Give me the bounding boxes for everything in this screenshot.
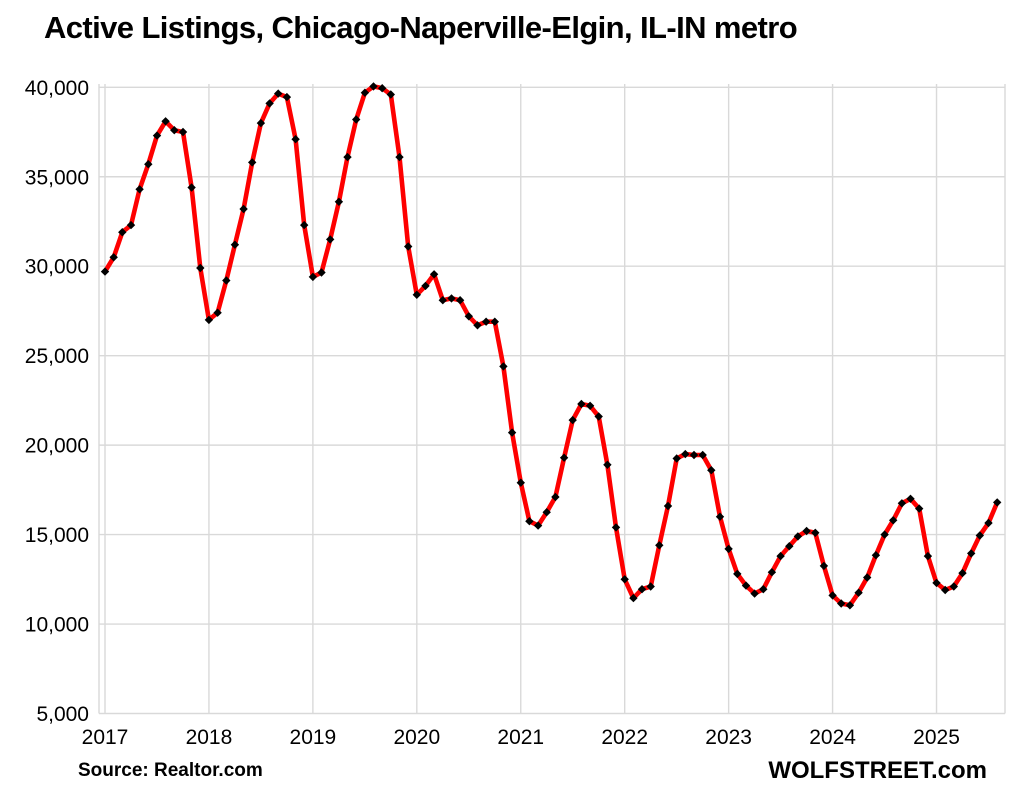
x-tick-label: 2017 — [82, 726, 129, 749]
x-tick-label: 2025 — [913, 726, 960, 749]
x-tick-label: 2019 — [290, 726, 337, 749]
y-tick-label: 10,000 — [25, 614, 89, 637]
data-series — [100, 82, 1002, 610]
x-tick-label: 2023 — [705, 726, 752, 749]
x-tick-label: 2020 — [393, 726, 440, 749]
y-tick-label: 5,000 — [36, 703, 89, 726]
y-tick-label: 20,000 — [25, 435, 89, 458]
brand-wolfstreet: WOLFSTREET.com — [768, 757, 987, 784]
x-tick-label: 2024 — [809, 726, 856, 749]
y-tick-label: 40,000 — [25, 77, 89, 100]
chart-title: Active Listings, Chicago-Naperville-Elgi… — [44, 10, 798, 45]
axis-labels: 40,000 35,000 30,000 25,000 20,000 15,000 10,0… — [25, 77, 960, 749]
x-tick-label: 2022 — [601, 726, 648, 749]
y-tick-label: 30,000 — [25, 256, 89, 279]
x-tick-label: 2021 — [497, 726, 544, 749]
source-note: Source: Realtor.com — [78, 760, 263, 781]
y-tick-label: 15,000 — [25, 524, 89, 547]
x-tick-label: 2018 — [186, 726, 233, 749]
series-markers — [100, 82, 1002, 610]
series-line — [102, 84, 1000, 608]
y-tick-label: 25,000 — [25, 345, 89, 368]
y-tick-label: 35,000 — [25, 166, 89, 189]
gridlines — [98, 84, 1006, 715]
